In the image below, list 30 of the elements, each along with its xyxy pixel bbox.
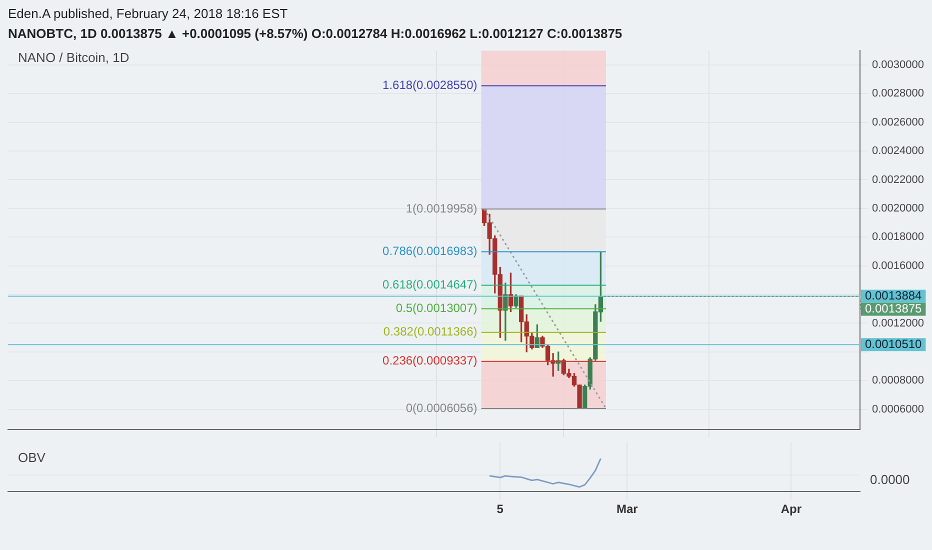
x-tick-label: 5 <box>496 502 504 516</box>
ref-line-label: 1.618(0.0028550) <box>382 78 478 92</box>
text: 0.0000 <box>870 472 910 487</box>
ref-line-label: 0.0010510 <box>865 336 922 351</box>
ref-line-label: 0.0013884 <box>865 288 922 302</box>
y-tick-label: 0.0016000 <box>872 260 924 272</box>
y-tick-label: 0.0020000 <box>872 202 924 214</box>
annotation: NANO / Bitcoin, 1D <box>18 50 130 65</box>
y-tick-label: 0.0028000 <box>872 88 924 100</box>
y-tick-label: 0.0024000 <box>872 145 924 158</box>
y-tick-label: 0.0008000 <box>872 374 924 387</box>
ref-line-label: 0.382(0.0011366) <box>383 324 478 339</box>
y-tick-label: 0.0012000 <box>872 317 924 330</box>
annotation: 0.0013875 <box>865 302 922 316</box>
y-tick-label: 0.0030000 <box>872 58 924 71</box>
y-tick-label: 0.0022000 <box>872 174 924 186</box>
chart-subtitle: NANOBTC, 1D 0.0013875 ▲ +0.0001095 (+8.57%) O:0.0012784 H:0.0016962 L:0.0012127 C:0.0013875 <box>8 26 622 41</box>
ref-line-label: 1(0.0019958) <box>406 201 478 216</box>
y-tick-label: 0.0018000 <box>872 231 924 244</box>
x-tick-label: Apr <box>780 502 802 516</box>
ref-line-label: 0.236(0.0009337) <box>382 354 478 368</box>
y-tick-label: 0.0006000 <box>872 403 924 416</box>
y-tick-label: 0.0026000 <box>872 116 924 128</box>
ref-line-label: 0(0.0006056) <box>406 400 478 415</box>
ref-line-label: 0.618(0.0014647) <box>382 278 478 292</box>
ref-line-label: 0.786(0.0016983) <box>382 244 478 258</box>
annotation: OBV <box>18 450 46 465</box>
ref-line-label: 0.5(0.0013007) <box>396 301 478 316</box>
chart-title: Eden.A published, February 24, 2018 18:16 EST <box>8 6 289 21</box>
x-tick-label: Mar <box>616 502 638 516</box>
